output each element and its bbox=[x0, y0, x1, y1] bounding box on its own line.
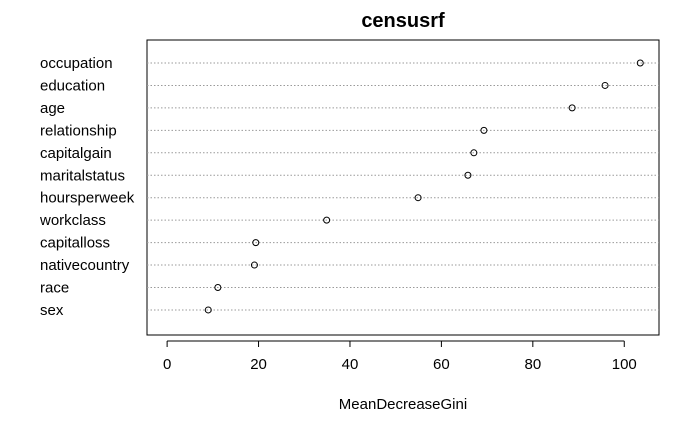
x-tick-label-20: 20 bbox=[250, 356, 267, 373]
category-label-workclass: workclass bbox=[39, 212, 106, 229]
category-label-maritalstatus: maritalstatus bbox=[40, 167, 125, 184]
plot-frame bbox=[146, 39, 660, 336]
data-point-nativecountry bbox=[250, 261, 258, 269]
data-point-education bbox=[601, 81, 609, 89]
data-point-sex bbox=[204, 306, 212, 314]
data-point-race bbox=[214, 284, 222, 291]
data-point-capitalloss bbox=[252, 239, 260, 247]
category-label-education: education bbox=[40, 77, 105, 94]
category-label-hoursperweek: hoursperweek bbox=[40, 190, 135, 207]
data-points bbox=[204, 59, 644, 314]
category-label-race: race bbox=[40, 280, 69, 297]
x-axis: 0 20 40 60 80 100 bbox=[163, 340, 637, 373]
category-labels: occupation education age relationship capita… bbox=[39, 55, 135, 319]
chart-title: censusrf bbox=[361, 10, 445, 32]
x-tick-label-80: 80 bbox=[524, 356, 541, 373]
category-label-capitalgain: capitalgain bbox=[40, 145, 112, 162]
category-label-capitalloss: capitalloss bbox=[40, 235, 110, 252]
data-point-occupation bbox=[636, 59, 644, 67]
x-tick-label-0: 0 bbox=[163, 356, 171, 373]
category-label-relationship: relationship bbox=[40, 122, 117, 139]
category-label-age: age bbox=[40, 100, 65, 117]
x-tick-label-40: 40 bbox=[342, 356, 359, 373]
data-point-relationship bbox=[480, 126, 488, 134]
category-label-sex: sex bbox=[40, 302, 64, 319]
data-point-hoursperweek bbox=[414, 194, 422, 202]
x-tick-label-60: 60 bbox=[433, 356, 450, 373]
grid-lines bbox=[147, 62, 659, 311]
data-point-maritalstatus bbox=[464, 171, 472, 179]
x-tick-label-100: 100 bbox=[612, 356, 637, 373]
data-point-age bbox=[568, 104, 576, 112]
category-label-nativecountry: nativecountry bbox=[40, 257, 130, 274]
x-axis-label: MeanDecreaseGini bbox=[339, 396, 467, 413]
data-point-capitalgain bbox=[470, 149, 478, 157]
category-label-occupation: occupation bbox=[40, 55, 113, 72]
data-point-workclass bbox=[323, 216, 331, 224]
